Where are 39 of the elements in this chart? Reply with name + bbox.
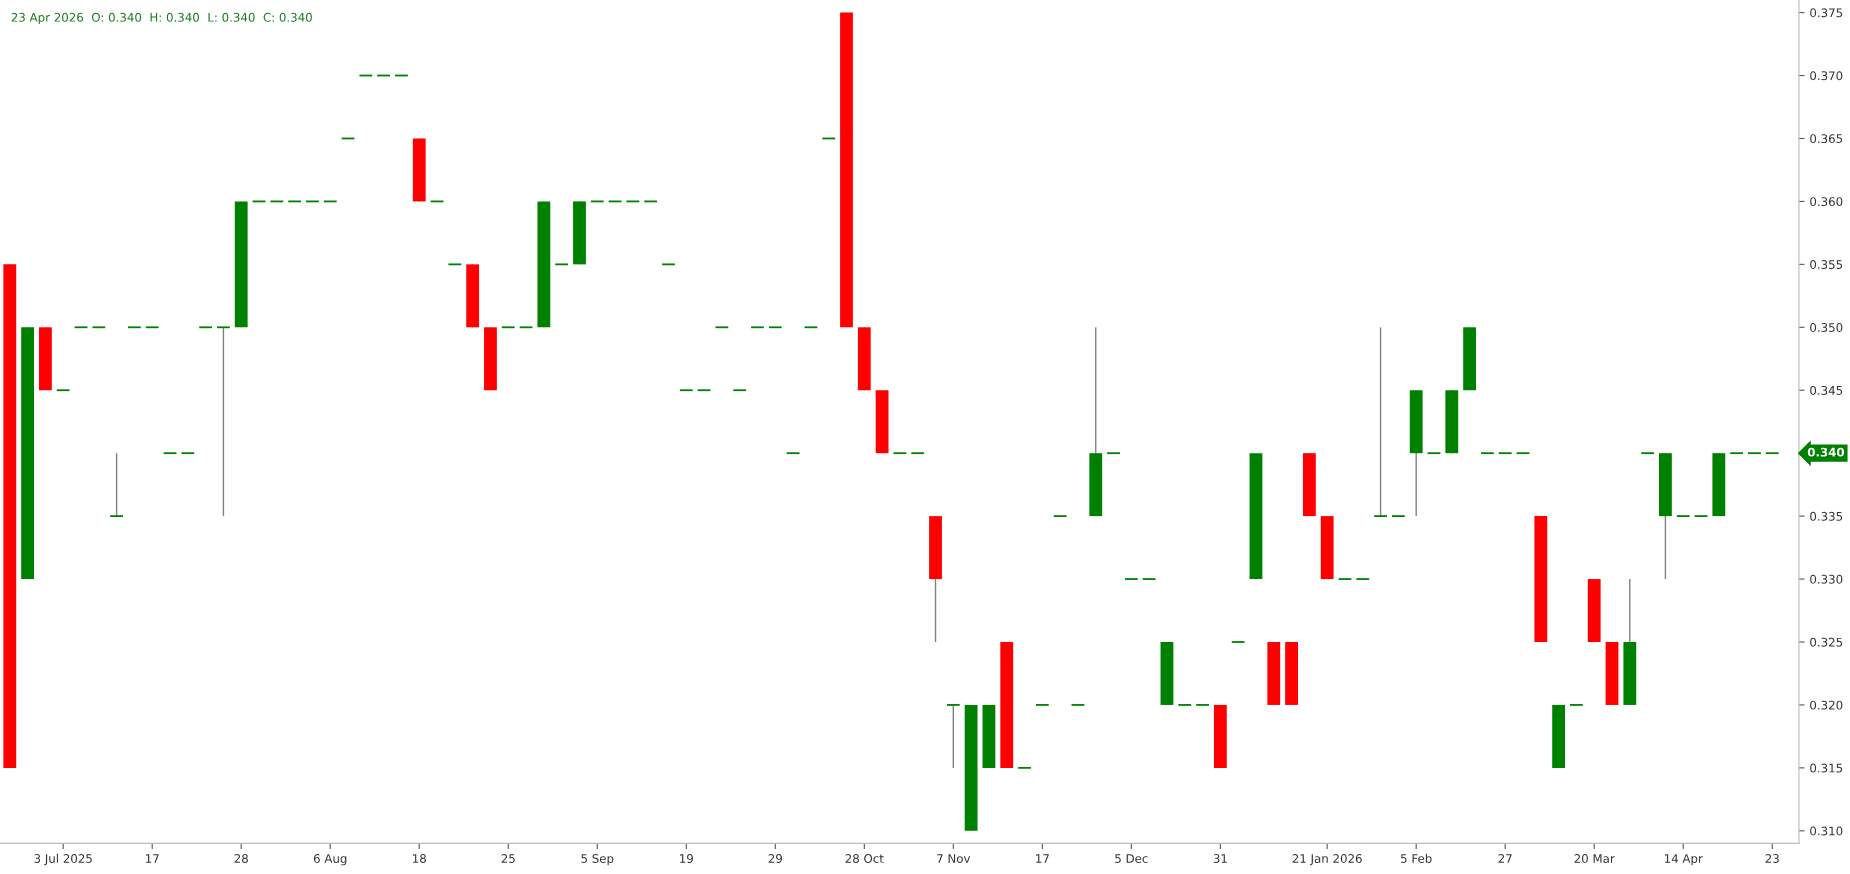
x-tick-label: 5 Sep: [581, 854, 614, 866]
candlestick: [216, 326, 231, 517]
y-tick-label: 0.355: [1810, 260, 1843, 270]
y-tick-label: 0.310: [1810, 826, 1843, 836]
y-tick-label: 0.325: [1810, 637, 1843, 647]
x-tick-label: 18: [413, 854, 426, 863]
y-tick-label: 0.335: [1810, 511, 1843, 521]
x-tick-label: 28: [234, 854, 248, 863]
y-tick-label: 0.350: [1810, 323, 1843, 332]
x-tick-label: 5 Dec: [1115, 854, 1148, 863]
y-tick-label: 0.320: [1810, 700, 1843, 710]
y-tick-label: 0.360: [1810, 197, 1843, 207]
x-tick-label: 27: [1498, 854, 1512, 863]
x-tick-label: 20 Mar: [1574, 854, 1615, 863]
y-tick-label: 0.370: [1810, 71, 1843, 81]
x-tick-label: 29: [768, 854, 782, 863]
y-tick-label: 0.330: [1810, 574, 1843, 584]
annotation: 23 Apr 2026 O: 0.340 H: 0.340 L: 0.340 C: 0.340: [11, 12, 312, 25]
candlestick: [109, 452, 124, 518]
x-tick-label: 6 Aug: [313, 854, 347, 866]
candlestick: [946, 704, 961, 769]
x-tick-label: 19: [680, 854, 693, 863]
x-tick-label: 28 Oct: [845, 854, 884, 863]
y-tick-label: 0.365: [1810, 134, 1843, 144]
candlestick: [1373, 326, 1388, 518]
y-tick-label: 0.345: [1810, 385, 1843, 395]
x-tick-label: 14 Apr: [1664, 854, 1703, 866]
x-tick-label: 31: [1213, 854, 1227, 863]
x-tick-label: 3 Jul 2025: [34, 853, 92, 866]
x-tick-label: 5 Feb: [1401, 853, 1432, 863]
x-tick-label: 21 Jan 2026: [1292, 854, 1362, 866]
y-tick-label: 0.315: [1810, 763, 1843, 773]
x-tick-label: 17: [146, 854, 159, 863]
x-tick-label: 23: [1765, 854, 1779, 863]
x-tick-label: 7 Nov: [937, 854, 971, 863]
x-tick-label: 17: [1036, 854, 1049, 863]
text: 0.340: [1807, 447, 1845, 457]
x-tick-label: 25: [501, 854, 515, 863]
y-tick-label: 0.375: [1810, 8, 1843, 18]
